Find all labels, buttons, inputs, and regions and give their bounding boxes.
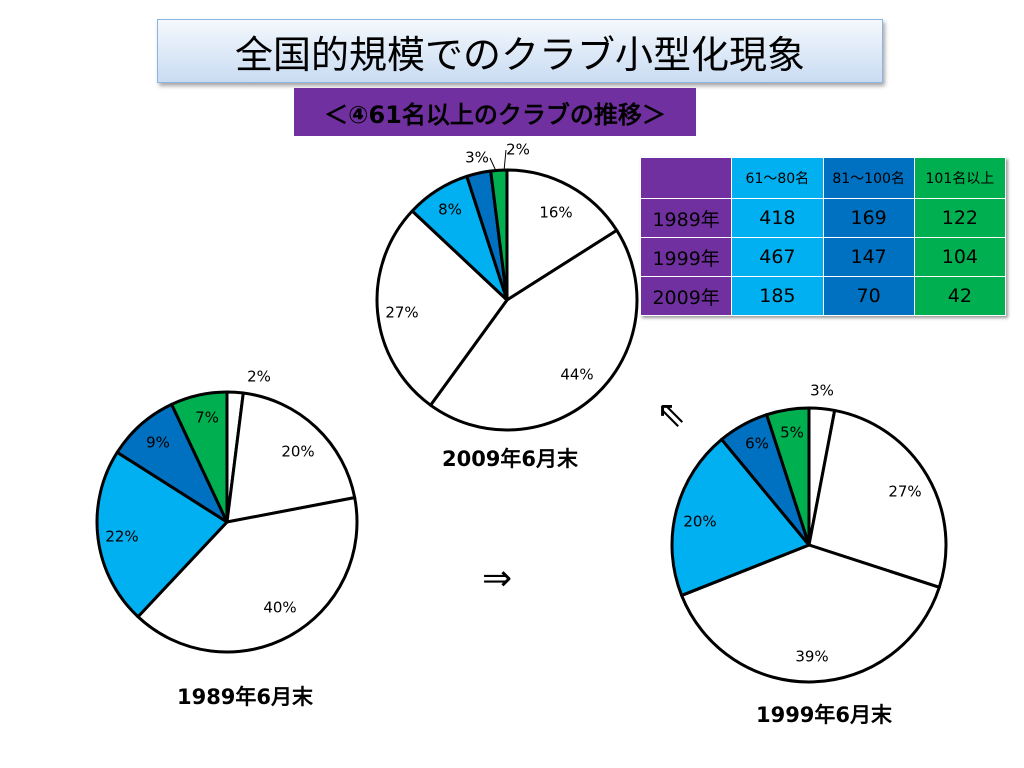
pie-slice [489, 168, 509, 302]
chart-caption-1989: 1989年6月末 [177, 685, 314, 709]
pie-slice-label: 2% [506, 141, 530, 159]
table-cell: 122 [913, 198, 1007, 238]
table-row: 1999年 467 147 104 [639, 237, 1007, 277]
pie-slice-label: 20% [281, 443, 314, 461]
pie-slice-label: 40% [263, 599, 296, 617]
table-cell: 147 [822, 237, 915, 277]
pie-slice [505, 168, 619, 302]
up-left-arrow-icon: ⇖ [656, 394, 687, 435]
table-header-cell: 101名以上 [913, 157, 1007, 199]
subtitle-banner: ＜④61名以上のクラブの推移＞ [294, 88, 696, 136]
pie-slice [670, 437, 811, 597]
pie-slice-label: 27% [888, 483, 921, 501]
members-table: 61～80名 81～100名 101名以上 1989年 418 169 122 … [639, 157, 1007, 316]
pie-slice-label: 3% [810, 382, 834, 400]
table-cell: 169 [822, 198, 915, 238]
pie-slice-label: 6% [745, 435, 769, 453]
chart-caption-1999: 1999年6月末 [756, 703, 893, 727]
table-cell: 104 [913, 237, 1007, 277]
table-cell: 467 [731, 237, 824, 277]
pie-slice-label: 27% [385, 304, 418, 322]
pie-slice [95, 450, 229, 619]
table-corner-cell [639, 157, 733, 199]
pie-slice-label: 39% [795, 648, 828, 666]
table-cell: 70 [822, 276, 915, 316]
pie-slice-label: 3% [465, 149, 489, 167]
pie-slice [680, 543, 941, 684]
table-row-label: 1989年 [639, 198, 733, 238]
pie-slice-label: 22% [105, 528, 138, 546]
table-row: 1989年 418 169 122 [639, 198, 1007, 238]
pie-slice [170, 390, 229, 524]
pie-slice-label: 7% [195, 409, 219, 427]
table-cell: 42 [913, 276, 1007, 316]
pie-slice-label: 8% [438, 201, 462, 219]
pie-slice-label: 2% [247, 368, 271, 386]
pie-slice-label: 9% [146, 434, 170, 452]
pie-slice [765, 406, 811, 547]
pie-slice [225, 391, 357, 524]
pie-slice-label: 44% [560, 366, 593, 384]
pie-slice-label: 20% [683, 513, 716, 531]
pie-leader-line [489, 157, 497, 172]
page-title: 全国的規模でのクラブ小型化現象 [157, 19, 883, 83]
pie-slice [429, 228, 639, 432]
right-arrow-icon: ⇒ [482, 558, 513, 599]
pie-slice-label: 16% [539, 204, 572, 222]
chart-caption-2009: 2009年6月末 [442, 447, 579, 471]
pie-slice-label: 5% [780, 424, 804, 442]
pie-slice [136, 496, 359, 654]
pie-leader-line [503, 149, 507, 172]
pie-slice [807, 408, 948, 589]
table-cell: 185 [731, 276, 824, 316]
pie-slice [375, 209, 509, 407]
table-header-row: 61～80名 81～100名 101名以上 [639, 157, 1007, 199]
table-row: 2009年 185 70 42 [639, 276, 1007, 316]
